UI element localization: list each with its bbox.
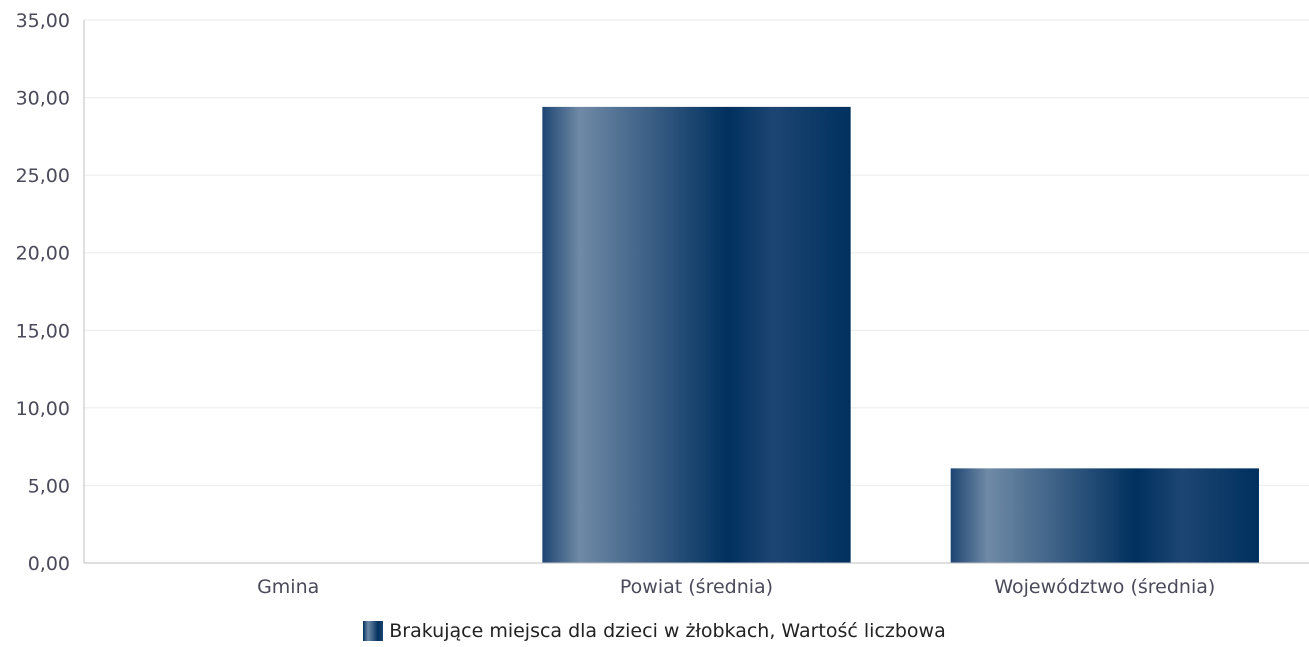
legend: Brakujące miejsca dla dzieci w żłobkach,… (0, 620, 1309, 642)
y-tick-label: 35,00 (16, 10, 70, 32)
x-tick-label: Województwo (średnia) (994, 576, 1215, 598)
legend-label: Brakujące miejsca dla dzieci w żłobkach,… (389, 620, 946, 642)
bar[interactable] (542, 106, 851, 563)
legend-item[interactable]: Brakujące miejsca dla dzieci w żłobkach,… (363, 620, 946, 642)
y-tick-label: 25,00 (16, 165, 70, 187)
bars (542, 106, 1259, 563)
x-tick-label: Gmina (257, 576, 319, 598)
y-tick-label: 10,00 (16, 398, 70, 420)
legend-swatch (363, 621, 384, 641)
y-axis-ticks: 0,00 5,00 10,00 15,00 20,00 25,00 30,00 35,00 (16, 10, 70, 575)
y-tick-label: 15,00 (16, 320, 70, 342)
y-tick-label: 30,00 (16, 88, 70, 110)
y-tick-label: 20,00 (16, 243, 70, 265)
y-tick-label: 0,00 (28, 553, 70, 575)
x-axis-labels: Gmina Powiat (średnia) Województwo (średni… (257, 576, 1215, 598)
axes (83, 20, 1309, 564)
x-tick-label: Powiat (średnia) (620, 576, 773, 598)
bar-chart: 0,00 5,00 10,00 15,00 20,00 25,00 30,00 35,00 G… (16, 10, 1309, 598)
y-tick-label: 5,00 (28, 475, 70, 497)
bar[interactable] (950, 468, 1259, 563)
